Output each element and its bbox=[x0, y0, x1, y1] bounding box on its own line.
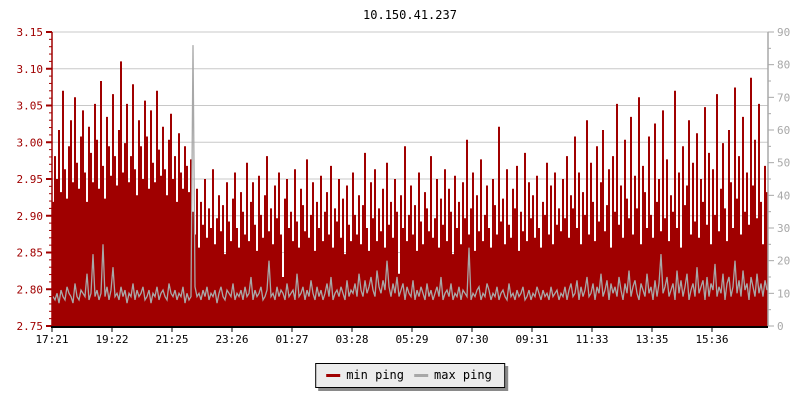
right-axis-tick-label: 20 bbox=[777, 255, 790, 268]
max-ping-series bbox=[52, 45, 768, 304]
x-axis-tick-label: 05:29 bbox=[395, 333, 428, 346]
x-axis-tick-label: 07:30 bbox=[455, 333, 488, 346]
page-title: 10.150.41.237 bbox=[363, 8, 457, 22]
left-axis-tick-label: 2.85 bbox=[17, 247, 44, 260]
x-axis-tick-label: 21:25 bbox=[155, 333, 188, 346]
legend-item-max-ping: max ping bbox=[414, 368, 492, 382]
min-ping-series bbox=[52, 61, 768, 327]
x-axis-tick-label: 17:21 bbox=[35, 333, 68, 346]
left-axis-tick-label: 3.10 bbox=[17, 63, 44, 76]
left-axis-tick-label: 2.95 bbox=[17, 173, 44, 186]
left-axis-tick-label: 2.80 bbox=[17, 283, 44, 296]
right-axis-tick-label: 10 bbox=[777, 287, 790, 300]
right-axis-tick-label: 30 bbox=[777, 222, 790, 235]
x-axis-tick-label: 03:28 bbox=[335, 333, 368, 346]
left-axis-tick-label: 3.05 bbox=[17, 100, 44, 113]
right-axis-tick-label: 0 bbox=[777, 320, 784, 333]
x-axis-tick-label: 11:33 bbox=[575, 333, 608, 346]
right-axis-tick-label: 60 bbox=[777, 124, 790, 137]
left-axis-tick-label: 2.75 bbox=[17, 320, 44, 333]
right-axis-tick-label: 90 bbox=[777, 26, 790, 39]
right-axis-tick-label: 40 bbox=[777, 189, 790, 202]
x-axis-tick-label: 23:26 bbox=[215, 333, 248, 346]
legend: min ping max ping bbox=[315, 363, 505, 388]
left-axis-tick-label: 3.00 bbox=[17, 136, 44, 149]
left-axis-tick-label: 2.90 bbox=[17, 210, 44, 223]
x-axis-tick-label: 15:36 bbox=[695, 333, 728, 346]
legend-label-min-ping: min ping bbox=[346, 368, 404, 382]
right-axis-tick-label: 50 bbox=[777, 157, 790, 170]
legend-label-max-ping: max ping bbox=[434, 368, 492, 382]
x-axis-tick-label: 19:22 bbox=[95, 333, 128, 346]
left-axis-tick-label: 3.15 bbox=[17, 26, 44, 39]
right-axis-tick-label: 80 bbox=[777, 59, 790, 72]
right-axis-tick-label: 70 bbox=[777, 91, 790, 104]
min-ping-swatch-icon bbox=[326, 373, 341, 377]
legend-item-min-ping: min ping bbox=[326, 368, 404, 382]
max-ping-swatch-icon bbox=[414, 373, 428, 377]
x-axis-tick-label: 01:27 bbox=[275, 333, 308, 346]
x-axis-tick-label: 13:35 bbox=[635, 333, 668, 346]
x-axis-tick-label: 09:31 bbox=[515, 333, 548, 346]
